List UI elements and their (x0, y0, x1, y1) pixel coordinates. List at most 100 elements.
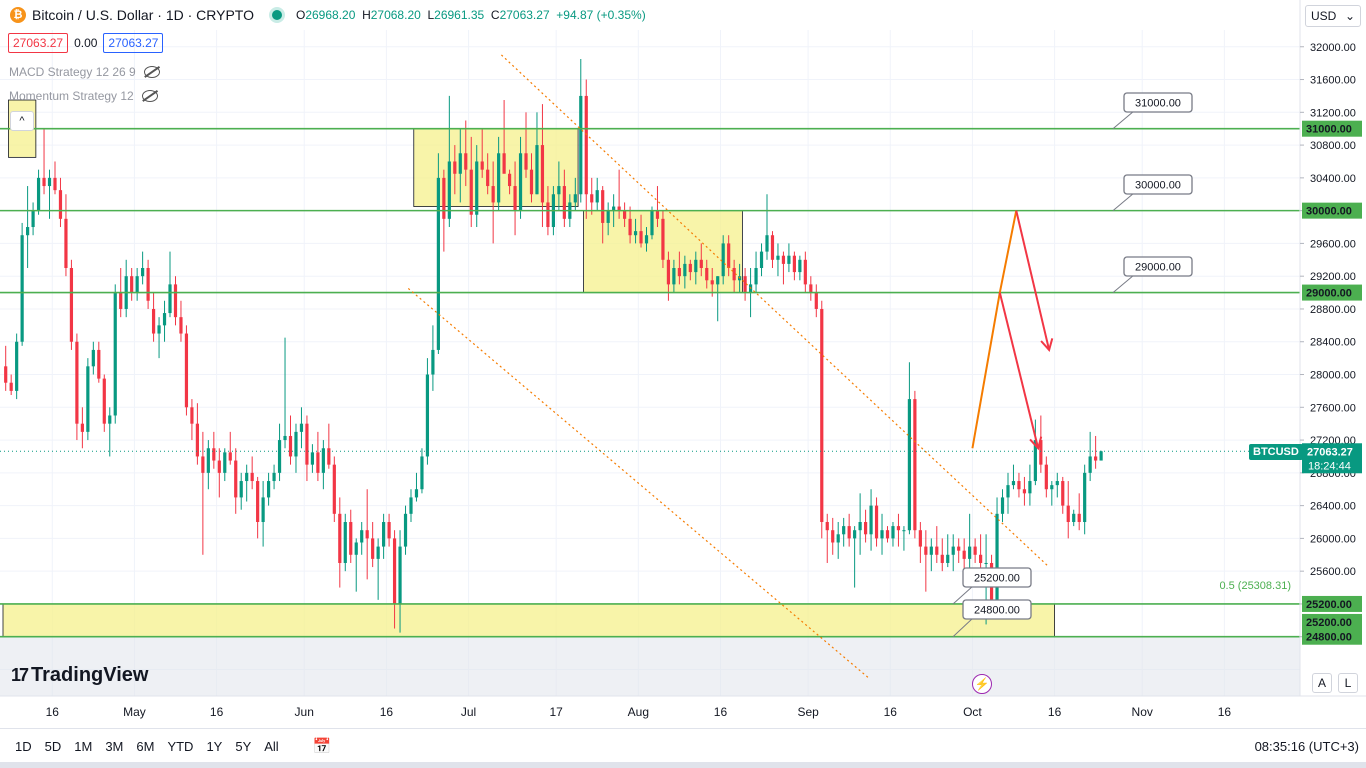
candle-body (776, 255, 780, 260)
candle (382, 513, 386, 559)
candle-body (447, 161, 451, 219)
timeframe-1d[interactable]: 1D (15, 738, 32, 754)
candle (623, 202, 627, 228)
candle-body (97, 349, 101, 379)
candle-body (935, 546, 939, 555)
candle (809, 276, 813, 301)
timeframe-5y[interactable]: 5Y (235, 738, 252, 754)
candle-body (809, 284, 813, 293)
indicator-momentum[interactable]: Momentum Strategy 12 (9, 89, 158, 103)
level-scale-tag: 24800.00 (1302, 628, 1362, 645)
price-boxes: 27063.27 0.00 27063.27 (8, 33, 164, 53)
candle (124, 259, 128, 318)
candle (1077, 493, 1081, 531)
candle-body (798, 259, 802, 273)
lower-band (0, 636, 1300, 696)
candle (924, 530, 928, 592)
timeframe-1m[interactable]: 1M (74, 738, 93, 754)
candle-body (343, 522, 347, 563)
candle (743, 267, 747, 301)
candle-body (814, 292, 818, 309)
candle (1006, 472, 1010, 514)
grid-lines (0, 30, 1300, 696)
timeframe-6m[interactable]: 6M (136, 738, 155, 754)
candle-body (623, 210, 627, 219)
clock[interactable]: 08:35:16 (UTC+3) (1254, 738, 1359, 754)
candle (831, 517, 835, 555)
candle-body (874, 505, 879, 539)
eye-hidden-icon[interactable] (141, 90, 158, 102)
candle (447, 95, 451, 228)
candles (4, 59, 1103, 633)
candle (179, 300, 183, 342)
candle-body (546, 202, 550, 228)
candle-body (836, 534, 840, 543)
timeframe-3m[interactable]: 3M (105, 738, 124, 754)
change-value: +94.87 (+0.35%) (556, 8, 646, 22)
currency-select[interactable]: USD ⌄ (1305, 5, 1361, 27)
timeframe-ytd[interactable]: YTD (167, 738, 194, 754)
candle-body (584, 95, 588, 195)
candle (69, 259, 74, 350)
candle (907, 362, 912, 535)
currency-value: USD (1311, 9, 1337, 23)
timeframe-all[interactable]: All (264, 738, 279, 754)
sell-price[interactable]: 27063.27 (8, 33, 69, 53)
candle (1028, 464, 1032, 506)
buy-price[interactable]: 27063.27 (103, 33, 164, 53)
candle (130, 267, 134, 301)
symbol-title[interactable]: Bitcoin / U.S. Dollar · 1D · CRYPTO (32, 7, 254, 23)
candle-body (869, 505, 873, 535)
candle (212, 431, 216, 469)
candle (332, 456, 336, 523)
level-scale-tag: 30000.00 (1302, 202, 1362, 219)
candle (754, 251, 758, 293)
eye-hidden-icon[interactable] (143, 66, 160, 78)
candle (716, 276, 720, 322)
indicator-macd[interactable]: MACD Strategy 12 26 9 (9, 65, 160, 79)
candle (245, 464, 249, 502)
bitcoin-logo-icon: ₿ (10, 7, 26, 23)
candle (727, 235, 731, 277)
log-scale-button[interactable]: L (1338, 673, 1358, 693)
candle (387, 513, 391, 547)
callout-pointer (1112, 192, 1135, 212)
candle-body (743, 276, 747, 293)
candle-body (595, 190, 599, 203)
candle-body (573, 194, 577, 203)
x-tick-label: 16 (1218, 705, 1232, 719)
symbol-header: ₿ Bitcoin / U.S. Dollar · 1D · CRYPTO O2… (0, 0, 646, 30)
candle-body (135, 276, 139, 293)
timeframe-5d[interactable]: 5D (44, 738, 62, 754)
candle (409, 489, 413, 523)
candle-body (666, 259, 671, 285)
candle-body (535, 145, 539, 195)
calendar-icon[interactable]: 📅 (312, 738, 332, 755)
candle-body (376, 546, 380, 559)
candle (53, 161, 57, 195)
candle (184, 325, 189, 416)
candle (705, 259, 709, 289)
candle (173, 276, 178, 326)
candle-body (770, 235, 775, 260)
auto-scale-button[interactable]: A (1312, 673, 1332, 693)
collapse-indicators-button[interactable]: ^ (10, 111, 34, 131)
candle-body (382, 522, 386, 547)
candle (683, 255, 687, 289)
candle (1055, 472, 1059, 498)
timeframe-1y[interactable]: 1Y (206, 738, 223, 754)
candle-body (47, 177, 52, 187)
candle-body (392, 538, 397, 604)
candle (1088, 431, 1092, 482)
candle-body (1022, 489, 1027, 494)
bottom-toolbar: 1D 5D 1M 3M 6M YTD 1Y 5Y All 📅 08:35:16 … (0, 728, 1366, 763)
alert-icon[interactable]: ⚡ (972, 674, 992, 694)
candle-body (1072, 513, 1076, 523)
candle (913, 390, 917, 539)
candle-body (239, 481, 243, 498)
candle-body (409, 497, 413, 514)
candle-body (1055, 481, 1059, 486)
level-tag-label: 29000.00 (1306, 288, 1352, 300)
candle (157, 317, 161, 359)
